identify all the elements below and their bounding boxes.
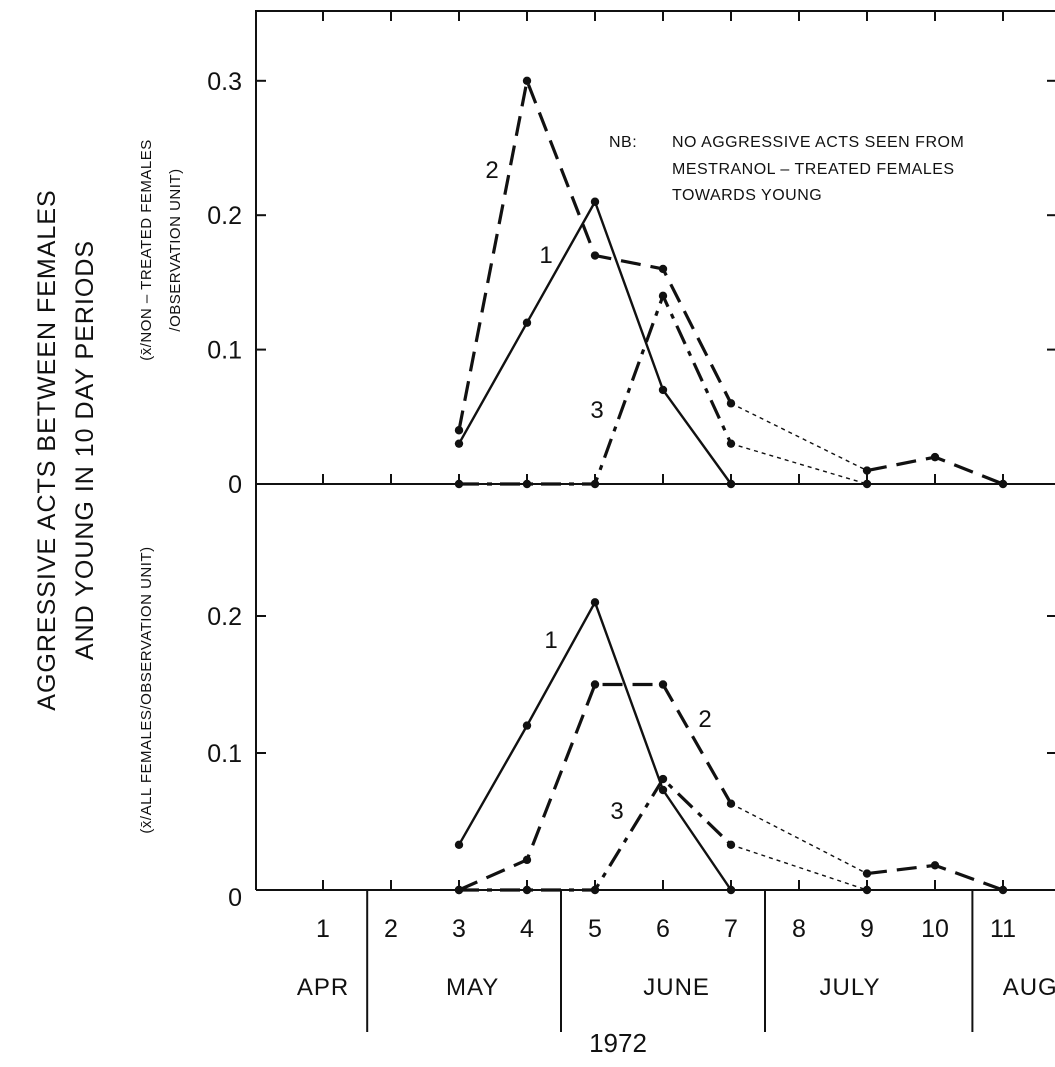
axes-frame — [255, 10, 1055, 891]
bottom-y-label: (x̄/ALL FEMALES/OBSERVATION UNIT) — [138, 546, 155, 833]
series-1-point — [726, 885, 736, 895]
series-2-label: 2 — [485, 157, 498, 184]
series-2-point — [522, 76, 532, 86]
month-labels: APR MAY JUNE JULY AUG — [297, 890, 1055, 1032]
series-2-point — [726, 799, 736, 808]
series-2-dotted-segment — [730, 402, 868, 472]
y-tick-label: 0 — [228, 471, 242, 499]
x-tick-label: 7 — [724, 915, 738, 943]
series-2-point — [930, 452, 940, 462]
series-2-point — [590, 680, 600, 689]
series-1-point — [658, 385, 668, 395]
series-3-point — [726, 439, 736, 448]
y-tick-label: 0.3 — [207, 68, 242, 96]
series-3-point — [590, 885, 600, 895]
x-tick-label: 6 — [656, 915, 670, 943]
series-1-label: 1 — [539, 242, 552, 269]
x-tick-label: 8 — [792, 915, 806, 943]
series-2-point — [998, 479, 1008, 489]
series-3-point — [862, 885, 872, 895]
annotation-note: NB: NO AGGRESSIVE ACTS SEEN FROM MESTRAN… — [609, 134, 964, 204]
bottom-panel-y-label: (x̄/ALL FEMALES/OBSERVATION UNIT) — [138, 546, 155, 833]
annotation-line-1: NO AGGRESSIVE ACTS SEEN FROM — [672, 134, 964, 151]
month-label: JULY — [820, 974, 881, 1001]
x-tick-label: 1 — [316, 915, 330, 943]
year-label: 1972 — [589, 1028, 647, 1058]
y-axis-main-title: AGGRESSIVE ACTS BETWEEN FEMALES AND YOUN… — [33, 189, 99, 710]
series-2-point — [522, 855, 532, 865]
annotation-line-2: MESTRANOL – TREATED FEMALES — [672, 161, 955, 178]
series-2-point — [726, 399, 736, 408]
x-tick-label: 5 — [588, 915, 602, 943]
series-3-point — [658, 291, 668, 301]
series-2-line — [458, 682, 733, 892]
top-y-label-line-1: (x̄/NON – TREATED FEMALES — [138, 139, 155, 360]
month-label: JUNE — [643, 974, 710, 1001]
series-3-label: 3 — [610, 798, 623, 825]
y-tick-label: 0.1 — [207, 337, 242, 365]
series-3-point — [522, 885, 532, 895]
y-tick-label: 0.1 — [207, 740, 242, 768]
series-1-point — [726, 479, 736, 489]
y-tick-label: 0 — [228, 884, 242, 912]
y-tick-label: 0.2 — [207, 603, 242, 631]
x-tick-label: 3 — [452, 915, 466, 943]
series-1-point — [454, 439, 464, 448]
series-1-point — [454, 840, 464, 849]
annotation-line-3: TOWARDS YOUNG — [672, 187, 822, 204]
series-2-point — [590, 251, 600, 260]
series-3-point — [454, 885, 464, 895]
series-3-point — [726, 840, 736, 849]
series-1-point — [590, 598, 600, 607]
month-label: APR — [297, 974, 349, 1001]
series-1-label: 1 — [544, 627, 557, 654]
series-1-point — [522, 721, 532, 730]
y-axis-main-title-line-1: AGGRESSIVE ACTS BETWEEN FEMALES — [33, 189, 61, 710]
series-3-point — [862, 479, 872, 489]
series-3-point — [454, 479, 464, 489]
series-2-dotted-segment — [730, 803, 868, 875]
series-2-point — [998, 885, 1008, 895]
series-3-label: 3 — [590, 397, 603, 424]
x-tick-label: 10 — [921, 915, 949, 943]
series-2-point — [930, 861, 940, 870]
x-tick-label: 4 — [520, 915, 534, 943]
series-3-point — [590, 479, 600, 489]
x-tick-label: 9 — [860, 915, 874, 943]
series-2-label: 2 — [698, 706, 711, 733]
y-ticks: 0 0.1 0.2 0.3 0 0.1 0.2 — [207, 68, 1055, 912]
series-2-point — [658, 680, 668, 689]
top-y-label-line-2: /OBSERVATION UNIT) — [167, 168, 184, 331]
series-1-point — [658, 785, 668, 795]
annotation-prefix: NB: — [609, 134, 637, 151]
series-1-line — [457, 599, 732, 891]
series-3-point — [658, 774, 668, 784]
x-tick-label: 11 — [990, 915, 1016, 943]
x-ticks: 1 2 3 4 5 6 7 8 9 10 11 — [316, 474, 1016, 943]
series-2-point — [454, 426, 464, 435]
x-tick-label: 2 — [384, 915, 398, 943]
month-label: MAY — [446, 974, 499, 1001]
series-1-line — [457, 198, 732, 485]
y-tick-label: 0.2 — [207, 202, 242, 230]
top-panel-series: 1 2 3 — [454, 75, 1008, 489]
series-1-point — [522, 318, 532, 327]
series-2-point — [862, 466, 872, 475]
bottom-panel-series: 1 2 3 — [454, 598, 1008, 895]
series-1-point — [590, 197, 600, 206]
y-axis-main-title-line-2: AND YOUNG IN 10 DAY PERIODS — [71, 240, 99, 660]
series-3-point — [522, 479, 532, 489]
month-label: AUG — [1003, 974, 1055, 1001]
series-2-point — [658, 264, 668, 274]
series-2-point — [862, 869, 872, 878]
top-panel-y-label: (x̄/NON – TREATED FEMALES /OBSERVATION U… — [138, 139, 184, 360]
